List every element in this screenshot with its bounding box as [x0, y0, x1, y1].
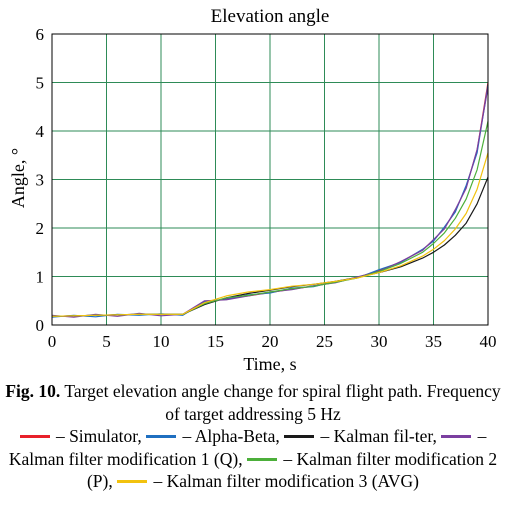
legend-swatch — [146, 435, 177, 439]
chart-title: Elevation angle — [211, 6, 330, 27]
legend-swatch — [246, 457, 277, 461]
legend-entry: – Kalman filter modification 1 (Q), — [8, 426, 487, 469]
legend-entry: – Kalman fil-ter, — [316, 426, 442, 446]
legend-entry: – Kalman filter modification 2 (P), — [86, 448, 498, 492]
x-tick-label: 10 — [153, 332, 170, 351]
figure-label: Fig. 10. — [5, 381, 61, 401]
legend-swatch — [19, 435, 50, 439]
y-tick-label: 1 — [36, 268, 45, 287]
x-axis-label: Time, s — [243, 354, 296, 374]
x-tick-label: 35 — [425, 332, 442, 351]
figure-caption-text: Target elevation angle change for spiral… — [60, 381, 501, 424]
y-tick-labels: 0 1 2 3 4 5 6 — [36, 25, 45, 335]
x-tick-label: 5 — [102, 332, 111, 351]
x-tick-label: 15 — [207, 332, 224, 351]
legend-entry: – Simulator, — [51, 426, 147, 446]
y-axis-label: Angle, ° — [8, 148, 28, 208]
legend-entry: – Alpha-Beta, — [178, 426, 285, 446]
legend-swatch — [117, 480, 148, 484]
plot-frame — [51, 33, 489, 326]
y-tick-label: 4 — [36, 122, 45, 141]
x-tick-label: 30 — [371, 332, 388, 351]
x-tick-label: 40 — [480, 332, 497, 351]
figure-caption: Fig. 10. Target elevation angle change f… — [4, 380, 502, 493]
grid — [51, 33, 489, 326]
elevation-angle-chart: Elevation angle 0 5 10 15 20 25 30 35 40 0 1 2 3 4 5 6… — [8, 6, 497, 374]
series-line-5 — [51, 152, 489, 317]
legend-swatch — [441, 435, 472, 439]
y-tick-label: 5 — [36, 74, 45, 93]
y-tick-label: 3 — [36, 171, 45, 190]
x-tick-label: 0 — [48, 332, 57, 351]
y-tick-label: 6 — [36, 25, 45, 44]
x-tick-label: 20 — [262, 332, 279, 351]
legend-swatch — [284, 435, 315, 439]
y-tick-label: 2 — [36, 219, 45, 238]
legend: – Simulator, – Alpha-Beta, – Kalman fil-… — [9, 426, 497, 491]
series-lines — [51, 82, 489, 318]
x-tick-labels: 0 5 10 15 20 25 30 35 40 — [48, 332, 497, 351]
legend-entry: – Kalman filter modification 3 (AVG) — [149, 471, 420, 491]
x-tick-label: 25 — [316, 332, 333, 351]
y-tick-label: 0 — [36, 316, 45, 335]
